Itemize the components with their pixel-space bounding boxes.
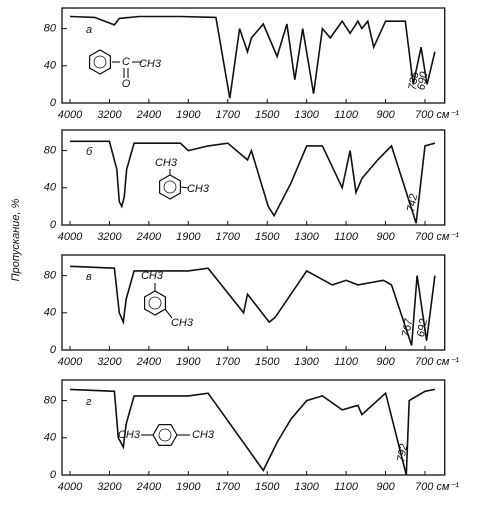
x-tick-label: 2400 <box>136 481 162 493</box>
plot-frame <box>61 129 446 226</box>
benzene-ring <box>88 49 112 75</box>
x-tick-label: 700 см⁻¹ <box>415 356 459 368</box>
panel-letter: а <box>86 24 92 36</box>
formula-label: C <box>122 56 130 68</box>
y-tick-label: 40 <box>44 182 57 194</box>
peak-label: 742 <box>405 193 420 213</box>
benzene-ring <box>152 424 178 446</box>
x-tick-label: 4000 <box>58 109 83 121</box>
x-tick-label: 1900 <box>176 231 201 243</box>
y-tick-label: 80 <box>44 145 57 157</box>
panel-letter: г <box>86 396 92 408</box>
x-tick-label: 1100 <box>334 356 359 368</box>
x-tick-label: 900 <box>376 109 395 121</box>
panel-letter: б <box>86 146 93 158</box>
bond <box>179 186 190 189</box>
formula-label: CH3 <box>141 270 164 282</box>
x-tick-label: 1700 <box>216 481 241 493</box>
x-tick-label: 4000 <box>58 231 83 243</box>
spectrum-line <box>69 15 436 99</box>
peak-label: 692 <box>415 318 430 338</box>
x-tick-label: 3200 <box>97 356 122 368</box>
panel-letter: в <box>86 271 92 283</box>
ring-circle <box>93 55 107 69</box>
spectrum-line <box>69 388 436 476</box>
y-tick-label: 40 <box>44 60 57 72</box>
x-tick-label: 1700 <box>216 109 241 121</box>
x-tick-label: 700 см⁻¹ <box>415 109 459 121</box>
ring-circle <box>158 428 172 442</box>
x-tick-label: 2400 <box>136 356 162 368</box>
y-tick-label: 80 <box>44 23 57 35</box>
x-tick-label: 1300 <box>294 231 319 243</box>
x-tick-label: 1900 <box>176 481 201 493</box>
y-tick-label: 40 <box>44 432 57 444</box>
x-tick-label: 1300 <box>294 109 319 121</box>
x-tick-label: 1100 <box>334 109 359 121</box>
x-tick-label: 3200 <box>97 481 122 493</box>
peak-label: 690 <box>415 70 430 91</box>
y-tick-label: 80 <box>44 395 57 407</box>
x-tick-label: 1100 <box>334 231 359 243</box>
formula-label: CH3 <box>155 157 178 169</box>
x-tick-label: 4000 <box>58 481 83 493</box>
x-tick-label: 900 <box>376 356 395 368</box>
peak-label: 735 <box>407 70 422 91</box>
bond <box>164 308 173 319</box>
x-tick-label: 2400 <box>136 109 162 121</box>
spectrum-line <box>69 265 436 346</box>
peak-label: 767 <box>400 317 415 338</box>
ring-circle <box>163 180 177 194</box>
plot-frame <box>61 379 446 476</box>
x-tick-label: 3200 <box>97 109 122 121</box>
x-tick-label: 1100 <box>334 481 359 493</box>
x-tick-label: 1300 <box>294 356 319 368</box>
y-tick-label: 0 <box>50 469 57 481</box>
formula-label: CH3 <box>171 317 194 329</box>
peak-label: 792 <box>395 443 410 463</box>
x-tick-label: 1300 <box>294 481 319 493</box>
formula-label: CH3 <box>192 429 215 441</box>
y-axis-label: Пропускание, % <box>10 198 22 281</box>
x-tick-label: 1500 <box>255 356 280 368</box>
formula-label: CH3 <box>139 58 162 70</box>
formula-label: O <box>122 78 131 90</box>
x-tick-label: 4000 <box>58 356 83 368</box>
benzene-ring <box>159 174 181 200</box>
plot-frame <box>61 7 446 104</box>
x-tick-label: 1500 <box>255 231 280 243</box>
x-tick-label: 900 <box>376 481 395 493</box>
x-tick-label: 1700 <box>216 356 241 368</box>
plot-frame <box>61 254 446 351</box>
y-tick-label: 0 <box>50 344 57 356</box>
x-tick-label: 1700 <box>216 231 241 243</box>
y-tick-label: 0 <box>50 97 57 109</box>
x-tick-label: 1900 <box>176 109 201 121</box>
y-tick-label: 0 <box>50 219 57 231</box>
y-tick-label: 80 <box>44 270 57 282</box>
benzene-ring <box>144 290 166 316</box>
x-tick-label: 3200 <box>97 231 122 243</box>
x-tick-label: 2400 <box>136 231 162 243</box>
spectrum-line <box>70 140 436 224</box>
x-tick-label: 1500 <box>255 481 280 493</box>
formula-label: CH3 <box>118 429 141 441</box>
y-tick-label: 40 <box>44 307 57 319</box>
x-tick-label: 1500 <box>255 109 280 121</box>
x-tick-label: 900 <box>376 231 395 243</box>
ring-circle <box>148 296 162 310</box>
x-tick-label: 700 см⁻¹ <box>415 481 459 493</box>
x-tick-label: 1900 <box>176 356 201 368</box>
x-tick-label: 700 см⁻¹ <box>415 231 459 243</box>
formula-label: CH3 <box>187 183 210 195</box>
